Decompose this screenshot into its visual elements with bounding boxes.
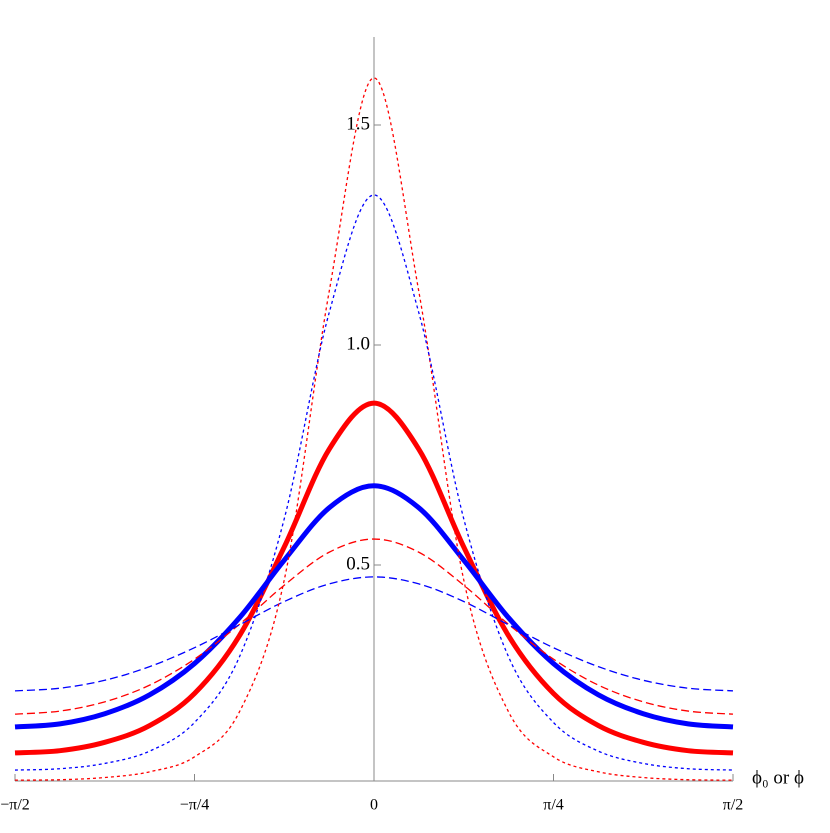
x-tick-label: π/4 (543, 797, 564, 814)
y-tick-label: 1.5 (346, 113, 370, 134)
y-tick-label: 1.0 (346, 333, 370, 354)
x-tick-label: −π/2 (0, 797, 30, 814)
x-tick-label: 0 (370, 797, 378, 814)
y-tick-label: 0.5 (346, 553, 370, 574)
line-series (14, 400, 734, 756)
x-tick-label: −π/4 (180, 797, 210, 814)
line-series (14, 483, 734, 730)
line-series (14, 576, 734, 692)
x-tick-label: π/2 (723, 797, 744, 814)
line-series (14, 194, 734, 771)
line-series (14, 77, 734, 781)
x-axis-label: ϕ₀ or ϕ (752, 767, 804, 788)
line-series (14, 538, 734, 715)
